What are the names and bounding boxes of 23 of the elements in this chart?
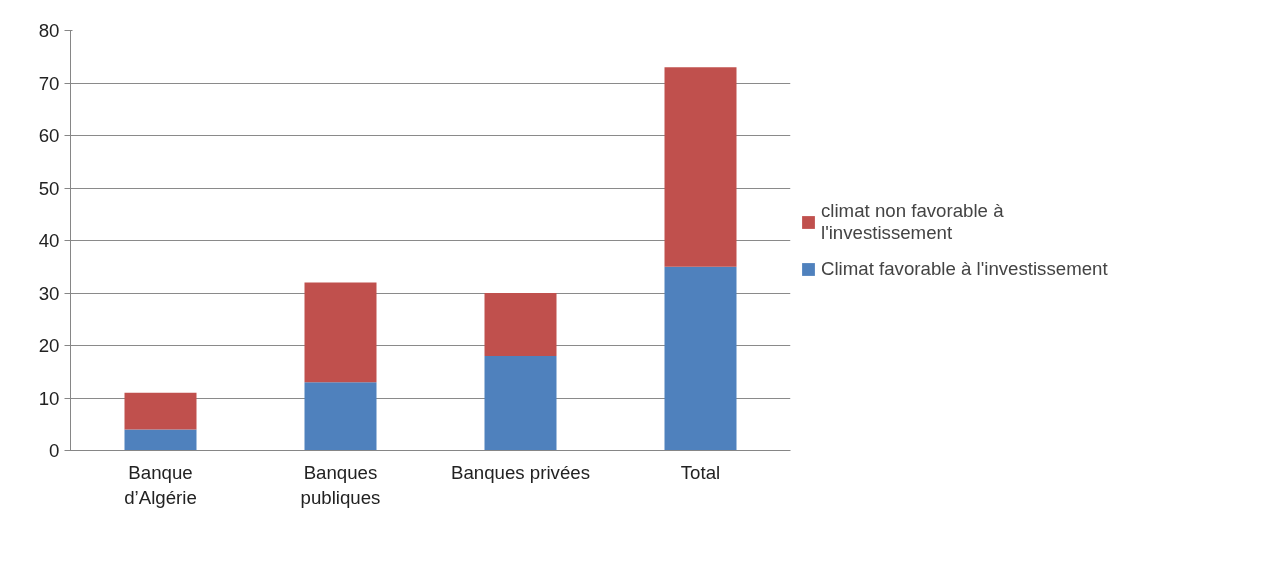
x-tick-label: Banques publiques [300, 461, 381, 508]
bar [304, 282, 377, 383]
bar [664, 266, 737, 451]
y-tick-label: 60 [38, 125, 60, 146]
x-tick-label: Total [680, 461, 721, 483]
y-tick-label: 0 [49, 440, 60, 461]
bar [124, 392, 197, 430]
bar [484, 356, 557, 451]
y-tick-label: 80 [38, 20, 60, 41]
y-tick-label: 10 [38, 387, 60, 409]
bar [124, 429, 197, 451]
bar [664, 67, 737, 267]
x-tick-label: Banques privées [451, 461, 590, 483]
y-tick-label: 30 [38, 282, 60, 304]
bar [304, 382, 377, 451]
legend-label: climat non favorable à l'investissement [821, 200, 1004, 244]
bar [484, 293, 557, 356]
y-tick-label: 50 [38, 177, 60, 199]
y-tick-label: 20 [38, 335, 60, 356]
y-tick-label: 40 [38, 230, 60, 251]
y-tick-label: 70 [38, 72, 60, 94]
legend-label: Climat favorable à l'investissement [821, 258, 1108, 280]
x-tick-label: Banque d’Algérie [124, 461, 197, 508]
